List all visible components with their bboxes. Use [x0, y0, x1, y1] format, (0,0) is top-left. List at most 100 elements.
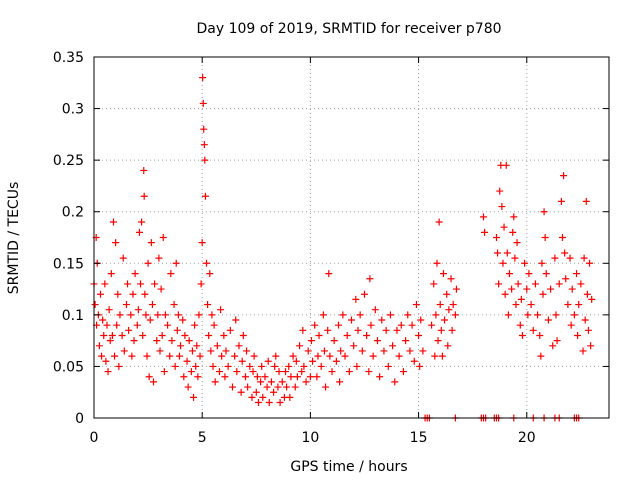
data-point	[523, 285, 531, 293]
data-point	[514, 280, 522, 288]
y-tick-label: 0.2	[62, 205, 84, 221]
data-point	[98, 352, 106, 360]
data-point	[588, 295, 596, 303]
data-point	[443, 290, 451, 298]
data-point	[199, 74, 207, 82]
data-point	[552, 311, 560, 319]
data-point	[289, 352, 297, 360]
data-point	[573, 270, 581, 278]
data-point	[531, 280, 539, 288]
data-point	[233, 368, 241, 376]
data-point	[512, 301, 520, 309]
data-point	[495, 280, 503, 288]
data-point	[124, 280, 132, 288]
data-point	[373, 337, 381, 345]
data-point	[158, 331, 166, 339]
data-point	[267, 378, 275, 386]
data-points	[90, 74, 596, 422]
data-point	[444, 342, 452, 350]
data-point	[500, 223, 508, 231]
y-tick-label: 0.25	[53, 153, 84, 169]
data-point	[261, 373, 269, 381]
data-point	[228, 383, 236, 391]
data-point	[567, 321, 575, 329]
data-point	[122, 301, 130, 309]
data-point	[441, 316, 449, 324]
data-point	[505, 270, 513, 278]
data-point	[386, 311, 394, 319]
data-point	[187, 368, 195, 376]
data-point	[188, 347, 196, 355]
data-point	[164, 321, 172, 329]
data-point	[435, 218, 443, 226]
data-point	[302, 378, 310, 386]
data-point	[492, 234, 500, 241]
data-point	[207, 347, 215, 355]
data-point	[416, 362, 424, 370]
data-point	[511, 254, 519, 262]
data-point	[142, 311, 150, 319]
data-point	[159, 234, 167, 241]
data-point	[111, 352, 119, 360]
data-point	[95, 342, 103, 350]
data-point	[243, 347, 251, 355]
data-point	[192, 362, 200, 370]
data-point	[296, 342, 304, 350]
data-point	[226, 326, 234, 334]
data-point	[540, 208, 548, 216]
data-point	[580, 254, 588, 262]
data-point	[239, 331, 247, 339]
data-point	[315, 331, 323, 339]
data-point	[135, 228, 143, 236]
data-point	[270, 388, 278, 396]
data-point	[107, 270, 115, 278]
data-point	[433, 259, 441, 267]
data-point	[144, 259, 152, 267]
data-point	[250, 352, 258, 360]
data-point	[579, 347, 587, 355]
data-point	[384, 362, 392, 370]
data-point	[335, 321, 343, 329]
data-point	[481, 228, 489, 236]
data-point	[220, 331, 228, 339]
data-point	[542, 270, 550, 278]
data-point	[341, 352, 349, 360]
data-point	[304, 347, 312, 355]
data-point	[139, 331, 147, 339]
y-tick-label: 0.3	[62, 102, 84, 118]
data-point	[177, 342, 185, 350]
data-point	[439, 270, 447, 278]
data-point	[109, 218, 117, 226]
data-point	[174, 311, 182, 319]
data-point	[437, 326, 445, 334]
data-point	[549, 342, 557, 350]
data-point	[417, 316, 425, 324]
data-point	[198, 239, 206, 247]
data-point	[254, 399, 262, 407]
data-point	[406, 347, 414, 355]
data-point	[222, 347, 230, 355]
data-point	[518, 331, 526, 339]
data-point	[366, 275, 374, 283]
data-point	[434, 337, 442, 345]
data-point	[210, 321, 218, 329]
data-point	[201, 192, 209, 200]
data-point	[264, 357, 272, 365]
data-point	[380, 347, 388, 355]
data-point	[119, 254, 127, 262]
data-point	[113, 321, 121, 329]
data-point	[194, 373, 202, 381]
data-point	[561, 249, 569, 257]
data-point	[402, 337, 410, 345]
data-point	[195, 311, 203, 319]
data-point	[232, 316, 240, 324]
data-point	[287, 373, 295, 381]
data-point	[224, 362, 232, 370]
data-point	[196, 352, 204, 360]
data-point	[410, 357, 418, 365]
data-point	[378, 316, 386, 324]
data-point	[371, 306, 379, 314]
data-point	[120, 347, 128, 355]
data-point	[584, 326, 592, 334]
data-point	[102, 357, 110, 365]
